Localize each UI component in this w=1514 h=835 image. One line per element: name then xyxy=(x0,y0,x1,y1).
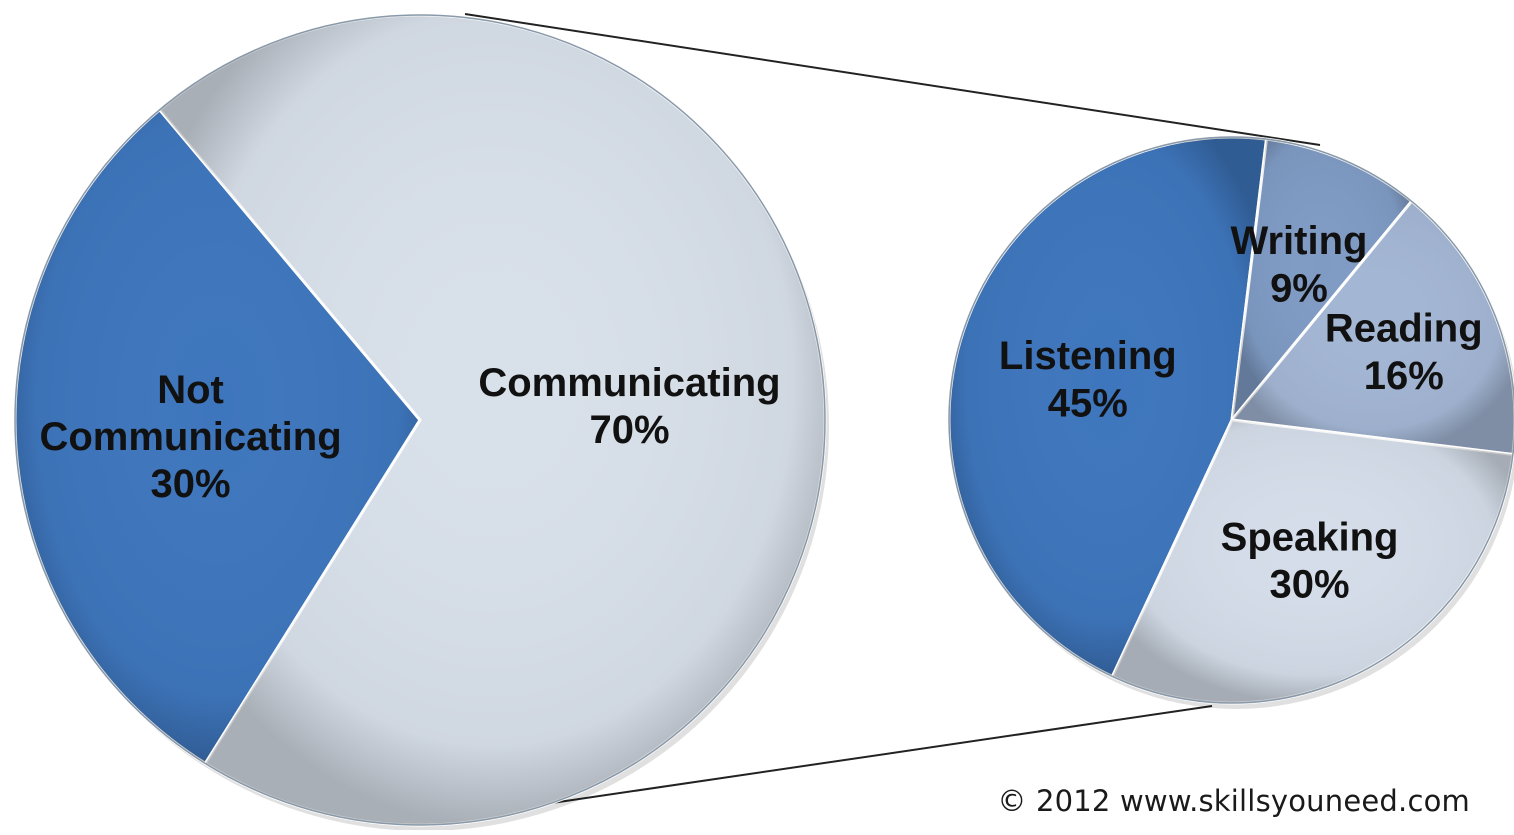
slice-name-listening: Listening xyxy=(999,334,1177,378)
slice-name-reading: Reading xyxy=(1325,307,1483,351)
slice-label-not-communicating: Not Communicating 30% xyxy=(39,368,341,506)
slice-value-listening: 45% xyxy=(1048,381,1128,425)
connector-line-bottom xyxy=(517,705,1213,809)
connector-lines xyxy=(464,13,1321,809)
pie-detail: Listening 45% Writing 9%Reading 16% Speaking 3… xyxy=(947,135,1514,709)
pie-outline xyxy=(948,136,1514,704)
slice-name-writing: Writing xyxy=(1230,219,1367,263)
slice-value-reading: 16% xyxy=(1364,354,1444,398)
pie-outline xyxy=(14,14,826,826)
slice-label-reading: Reading 16% xyxy=(1325,307,1483,398)
slice-value-speaking: 30% xyxy=(1270,563,1350,607)
slice-value-communicating: 70% xyxy=(589,408,669,452)
slice-shading-writing xyxy=(1232,139,1412,420)
slice-name-speaking: Speaking xyxy=(1221,515,1399,559)
connector-line-top xyxy=(464,13,1321,146)
pie-main: Not Communicating 30%Communicating 70% xyxy=(13,13,829,831)
slice-label-speaking: Speaking 30% xyxy=(1221,515,1399,606)
slice-name-not-communicating: Not xyxy=(157,368,224,412)
slice-name-communicating: Communicating xyxy=(478,361,780,405)
slice-label-communicating: Communicating 70% xyxy=(478,361,780,452)
slice-shading-listening xyxy=(948,136,1267,677)
slice-shading-communicating xyxy=(159,15,826,826)
slice-label-writing: Writing 9% xyxy=(1230,219,1367,310)
slice-name-not-communicating: Communicating xyxy=(39,415,341,459)
slice-shading-speaking xyxy=(1112,420,1513,703)
slice-value-writing: 9% xyxy=(1270,266,1328,310)
slice-value-not-communicating: 30% xyxy=(151,462,231,506)
slice-label-listening: Listening 45% xyxy=(999,334,1177,425)
copyright-credit: © 2012 www.skillsyouneed.com xyxy=(997,784,1470,818)
slice-shading-not-communicating xyxy=(14,109,420,764)
slice-shading-reading xyxy=(1232,201,1514,455)
